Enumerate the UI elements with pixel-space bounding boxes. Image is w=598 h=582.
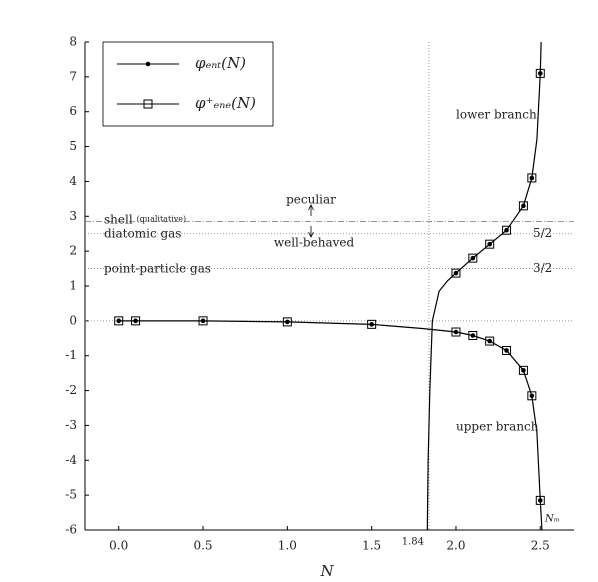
marker-square — [114, 316, 124, 326]
marker-dot — [470, 333, 476, 338]
marker-dot — [537, 498, 543, 503]
y-tick-label: 8 — [69, 35, 77, 49]
y-tick-label: 7 — [69, 69, 77, 83]
legend-marker — [145, 61, 151, 67]
marker-dot — [453, 270, 459, 276]
marker-dot — [521, 203, 526, 209]
reference-label: shell (qualitative) — [104, 212, 186, 226]
marker-dot — [470, 255, 476, 261]
marker-dot — [487, 241, 492, 247]
x-tick-label: 0.5 — [193, 539, 212, 553]
legend-box — [102, 41, 274, 127]
x-tick-label: 2.0 — [446, 539, 465, 553]
marker-dot — [504, 348, 509, 353]
marker-dot — [487, 338, 492, 344]
annotation: lower branch — [456, 108, 537, 122]
x-tick-label: 1.0 — [278, 539, 297, 553]
marker-square — [518, 365, 528, 375]
annotation: peculiar — [286, 193, 336, 207]
marker-square — [468, 330, 478, 340]
annotation: well-behaved — [274, 236, 355, 250]
marker-square — [535, 68, 545, 78]
annotation: upper branch — [456, 420, 539, 434]
reference-right-label: 5/2 — [533, 226, 552, 240]
marker-square — [527, 391, 537, 401]
x-tick-label: 2.5 — [531, 539, 550, 553]
marker-dot — [116, 318, 122, 324]
y-tick-label: -1 — [65, 348, 77, 362]
reference-label-text: shell — [104, 212, 133, 226]
marker-square — [451, 327, 461, 337]
marker-dot — [369, 322, 374, 327]
y-tick-label: 2 — [69, 244, 77, 258]
reference-label: diatomic gas — [104, 226, 181, 240]
reference-label-text: diatomic gas — [104, 226, 181, 240]
marker-dot — [285, 319, 290, 325]
marker-square — [502, 225, 512, 235]
y-tick-label: -3 — [65, 418, 77, 432]
arrow-down — [308, 226, 314, 238]
marker-square — [485, 239, 495, 249]
marker-square — [198, 316, 208, 326]
marker-dot — [133, 318, 138, 324]
y-tick-label: 3 — [69, 209, 77, 223]
x-tick-label: 1.5 — [362, 539, 381, 553]
y-tick-label: -4 — [65, 453, 77, 467]
reference-vline-label: 1.84 — [402, 537, 424, 548]
marker-square — [485, 336, 495, 346]
marker-square — [468, 253, 478, 263]
legend-label: φₑₙₜ(N) — [195, 54, 246, 72]
marker-square — [282, 317, 292, 327]
y-tick-label: 0 — [69, 313, 77, 327]
reference-sublabel: (qualitative) — [137, 215, 186, 224]
arrow-up — [308, 204, 314, 216]
marker-square — [518, 201, 528, 211]
curve — [118, 320, 543, 531]
marker-dot — [453, 329, 459, 335]
y-tick-label: -6 — [65, 523, 77, 537]
legend-label: φ⁺ₑₙₑ(N) — [195, 94, 256, 112]
x-tick-label: 0.0 — [109, 539, 128, 553]
marker-square — [451, 268, 461, 278]
y-tick-label: 5 — [69, 139, 77, 153]
marker-dot — [529, 393, 535, 399]
marker-dot — [529, 175, 535, 181]
y-tick-label: -2 — [65, 383, 77, 397]
marker-dot — [200, 318, 206, 324]
marker-dot — [521, 368, 526, 373]
y-tick-label: -5 — [65, 488, 77, 502]
marker-square — [535, 495, 545, 505]
y-tick-label: 6 — [69, 104, 77, 118]
reference-right-label: 3/2 — [533, 261, 552, 275]
marker-square — [367, 319, 377, 329]
x-axis-label: N — [319, 562, 334, 580]
y-tick-label: 4 — [69, 174, 77, 188]
marker-dot — [504, 227, 509, 233]
annotation: Nₘ — [544, 514, 560, 525]
marker-square — [131, 316, 141, 326]
legend-marker — [143, 99, 153, 109]
reference-label: point-particle gas — [104, 261, 211, 275]
marker-square — [527, 173, 537, 183]
marker-square — [502, 345, 512, 355]
y-tick-label: 1 — [69, 279, 77, 293]
reference-label-text: point-particle gas — [104, 261, 211, 275]
marker-dot — [537, 71, 543, 76]
